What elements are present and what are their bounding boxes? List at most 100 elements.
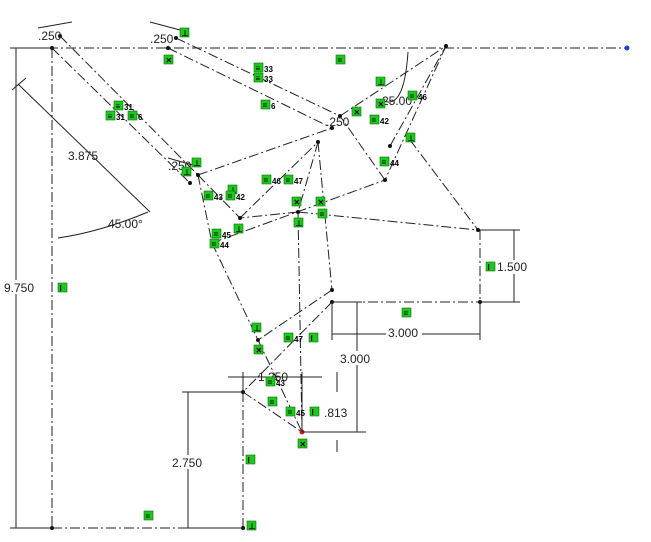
relation-badge[interactable]: = 47 — [283, 332, 303, 344]
web-line-1[interactable] — [197, 127, 333, 176]
relation-badge[interactable]: = — [335, 54, 346, 65]
relation-badge[interactable]: = 46 — [261, 174, 281, 186]
vertex[interactable] — [238, 216, 242, 220]
relation-icon[interactable] — [351, 106, 362, 117]
relation-icon[interactable] — [265, 376, 276, 387]
origin-point[interactable] — [624, 45, 630, 51]
vertex[interactable] — [256, 338, 260, 342]
dim-text[interactable]: 3.875 — [68, 149, 98, 163]
web-line-11[interactable] — [409, 139, 479, 231]
dimension-1500[interactable]: 1.500 — [480, 229, 530, 303]
relation-badge[interactable]: ✕ — [375, 98, 386, 109]
relation-badge[interactable]: ✕ — [253, 344, 264, 355]
dim-text[interactable]: .250 — [326, 115, 350, 129]
relation-icon[interactable] — [369, 114, 380, 125]
vertex[interactable] — [188, 181, 192, 185]
relation-icon[interactable] — [297, 438, 308, 449]
relation-icon[interactable] — [401, 307, 412, 318]
relation-icon[interactable] — [253, 344, 264, 355]
relation-badge[interactable]: ✕ — [163, 54, 174, 65]
relation-badge[interactable]: ⊥ — [191, 157, 202, 168]
vertex[interactable] — [330, 126, 334, 130]
relation-badge[interactable]: = 44 — [209, 238, 229, 250]
relation-badge[interactable]: = — [143, 510, 154, 521]
relation-badge[interactable]: = 6 — [260, 99, 276, 111]
relation-icon[interactable] — [181, 166, 192, 177]
relation-icon[interactable] — [245, 454, 256, 465]
vertex[interactable] — [166, 46, 170, 50]
relation-icon[interactable] — [105, 110, 116, 121]
relation-badge[interactable]: ⊥ — [375, 76, 386, 87]
web-line-7[interactable] — [197, 174, 213, 244]
relation-icon[interactable] — [335, 54, 346, 65]
left-arm-lower[interactable] — [51, 47, 191, 184]
relation-badge[interactable]: ⊥ — [405, 132, 416, 143]
relation-icon[interactable] — [203, 190, 214, 201]
dim-text[interactable]: 3.000 — [340, 352, 370, 366]
web-line-5[interactable] — [239, 211, 299, 219]
web-line-17[interactable] — [257, 339, 303, 433]
dimension-9750[interactable]: 9.750 — [4, 47, 52, 529]
relation-icon[interactable] — [315, 196, 326, 207]
relation-badge[interactable]: = 42 — [225, 190, 245, 202]
dimension-top-left[interactable]: .250 — [37, 21, 73, 43]
relation-icon[interactable] — [113, 100, 124, 111]
vertex[interactable] — [383, 178, 387, 182]
relation-icon[interactable] — [283, 174, 294, 185]
relation-icon[interactable] — [267, 396, 278, 407]
relation-icon[interactable] — [260, 99, 271, 110]
relation-icon[interactable] — [285, 406, 296, 417]
relation-badge[interactable]: ✕ — [315, 196, 326, 207]
web-line-8[interactable] — [339, 115, 386, 181]
relation-badge[interactable]: = 43 — [203, 190, 223, 202]
right-arm-diag[interactable] — [384, 45, 447, 181]
dimension-top-mid[interactable]: .250 — [149, 21, 181, 46]
relation-icon[interactable] — [375, 76, 386, 87]
relation-icon[interactable] — [211, 228, 222, 239]
relation-icon[interactable] — [317, 208, 328, 219]
relation-badge[interactable]: = — [317, 208, 328, 219]
web-line-10[interactable] — [297, 211, 479, 231]
right-arm-lower[interactable] — [389, 45, 447, 147]
relation-icon[interactable] — [225, 190, 236, 201]
relation-badge[interactable]: ⊥ — [233, 223, 244, 234]
dimension-3875[interactable]: 3.875 — [11, 77, 151, 213]
relation-icon[interactable] — [375, 98, 386, 109]
relation-badge[interactable]: = 45 — [285, 406, 305, 418]
vertex[interactable] — [196, 173, 200, 177]
web-line-19[interactable] — [242, 301, 333, 393]
dim-text[interactable]: .250 — [150, 32, 174, 46]
vertex[interactable] — [174, 36, 178, 40]
relation-badge[interactable]: = — [267, 396, 278, 407]
relation-badge[interactable]: I — [245, 454, 256, 465]
relation-badge[interactable]: = 45 — [211, 228, 231, 240]
relation-badge[interactable]: ✕ — [351, 106, 362, 117]
dimension-813[interactable]: .813 — [324, 372, 348, 452]
relation-icon[interactable] — [291, 196, 302, 207]
relation-icon[interactable] — [308, 332, 319, 343]
mid-arm-lower[interactable] — [167, 47, 333, 129]
dim-text[interactable]: 1.500 — [497, 260, 527, 274]
vertex[interactable] — [476, 228, 480, 232]
relation-icon[interactable] — [253, 62, 264, 73]
relation-badge[interactable]: ≡ 31 — [105, 110, 125, 122]
dimension-2750[interactable]: 2.750 — [170, 391, 243, 529]
dim-text[interactable]: .250 — [38, 29, 62, 43]
left-arm-upper[interactable] — [59, 35, 199, 176]
relation-badge[interactable]: I — [308, 332, 319, 343]
relation-badge[interactable]: ⊥ — [181, 166, 192, 177]
relation-badge[interactable]: = 42 — [369, 114, 389, 126]
vertex[interactable] — [330, 288, 334, 292]
relation-icon[interactable] — [261, 174, 272, 185]
relation-badge[interactable]: ⊥ — [179, 27, 190, 38]
dim-text[interactable]: 3.000 — [388, 326, 418, 340]
relation-badge[interactable]: = 6 — [127, 110, 143, 122]
relation-icon[interactable] — [253, 72, 264, 83]
relation-icon[interactable] — [143, 510, 154, 521]
vertex[interactable] — [388, 144, 392, 148]
relation-badge[interactable]: ⊥ — [293, 217, 304, 228]
web-line-4[interactable] — [297, 141, 319, 213]
relation-icon[interactable] — [246, 520, 257, 531]
relation-icon[interactable] — [209, 238, 220, 249]
dim-text[interactable]: 2.750 — [172, 456, 202, 470]
